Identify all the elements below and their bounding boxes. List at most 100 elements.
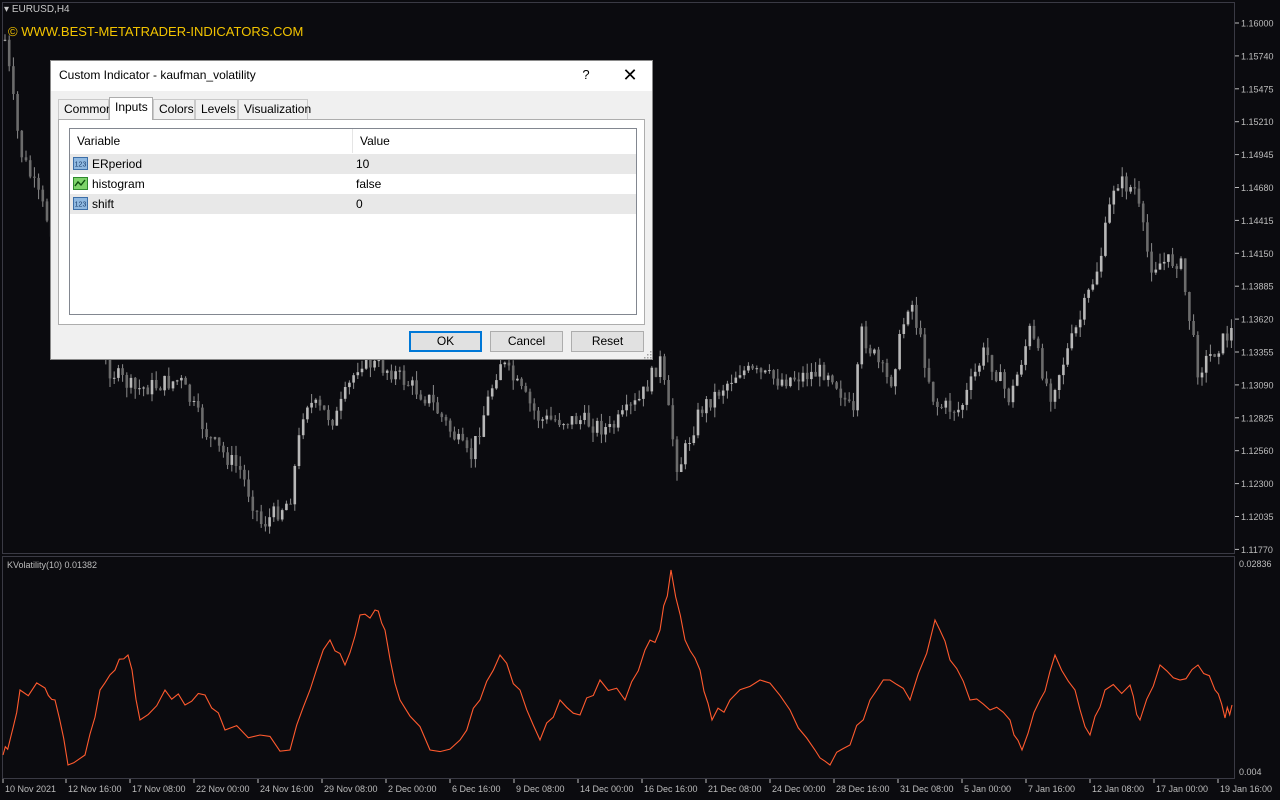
- candle-body: [1183, 258, 1187, 292]
- candle-body: [121, 368, 124, 375]
- candle-body: [415, 380, 418, 395]
- tab-visualization[interactable]: Visualization: [238, 99, 311, 119]
- candle-body: [310, 402, 313, 408]
- tab-common[interactable]: Common: [58, 99, 113, 119]
- candle-body: [457, 433, 460, 440]
- candle-body: [621, 410, 624, 415]
- candle-body: [285, 503, 288, 511]
- ok-button[interactable]: OK: [409, 331, 482, 352]
- candle-body: [835, 382, 838, 389]
- candle-body: [490, 388, 494, 397]
- candle-body: [230, 455, 234, 465]
- time-tick-label: 17 Nov 08:00: [132, 784, 186, 794]
- candle-body: [1213, 354, 1216, 357]
- tab-colors[interactable]: Colors: [153, 99, 195, 119]
- cancel-button[interactable]: Cancel: [490, 331, 563, 352]
- candle-body: [234, 455, 238, 466]
- candle-body: [927, 367, 931, 382]
- candle-body: [293, 466, 297, 505]
- dialog-titlebar[interactable]: Custom Indicator - kaufman_volatility ? …: [51, 61, 652, 91]
- candle-body: [822, 364, 826, 380]
- price-tick-label: 1.14680: [1241, 183, 1274, 193]
- candle-body: [1099, 255, 1103, 272]
- candle-body: [1049, 383, 1053, 402]
- candle-body: [667, 380, 670, 406]
- candle-body: [314, 399, 318, 403]
- price-tick-label: 1.15210: [1241, 117, 1274, 127]
- candle-body: [873, 349, 876, 354]
- time-tick-label: 31 Dec 08:00: [900, 784, 954, 794]
- resize-grip-icon[interactable]: [643, 350, 652, 359]
- candle-body: [373, 360, 376, 368]
- input-row-histogram[interactable]: histogram false: [70, 174, 636, 194]
- candle-body: [831, 375, 834, 383]
- candle-body: [747, 365, 750, 371]
- candle-body: [427, 394, 431, 404]
- tab-levels[interactable]: Levels: [195, 99, 238, 119]
- reset-button[interactable]: Reset: [571, 331, 644, 352]
- candle-body: [402, 370, 406, 385]
- candle-body: [734, 377, 738, 383]
- column-header-variable[interactable]: Variable: [70, 129, 353, 153]
- tab-inputs[interactable]: Inputs: [109, 97, 153, 120]
- candle-body: [12, 66, 15, 94]
- input-row-erperiod[interactable]: 123 ERperiod 10: [70, 154, 636, 174]
- candle-body: [264, 524, 267, 527]
- candle-body: [432, 394, 435, 403]
- candle-body: [1133, 187, 1137, 189]
- candle-body: [1196, 335, 1200, 378]
- candle-body: [45, 201, 49, 221]
- price-tick-label: 1.14945: [1241, 150, 1274, 160]
- candle-body: [524, 386, 528, 392]
- candle-body: [902, 324, 906, 334]
- help-button[interactable]: ?: [582, 67, 590, 82]
- candle-body: [1087, 289, 1090, 298]
- candle-body: [852, 401, 855, 411]
- column-header-value[interactable]: Value: [360, 134, 390, 148]
- candle-body: [633, 400, 637, 405]
- candle-body: [1150, 251, 1153, 273]
- candle-body: [721, 390, 725, 396]
- time-axis: 10 Nov 2021 12 Nov 16:00 17 Nov 08:00 22 No…: [2, 779, 1272, 794]
- candle-body: [150, 380, 154, 395]
- candle-body: [360, 368, 364, 373]
- candle-body: [780, 379, 784, 386]
- candle-body: [112, 377, 116, 379]
- candle-body: [759, 368, 763, 373]
- price-tick-label: 1.13620: [1241, 315, 1274, 325]
- time-tick-label: 28 Dec 16:00: [836, 784, 890, 794]
- candle-body: [1062, 364, 1065, 376]
- candle-body: [860, 326, 864, 365]
- candle-body: [1175, 266, 1179, 269]
- candle-body: [1116, 188, 1120, 191]
- candle-body: [688, 443, 691, 444]
- input-value[interactable]: false: [356, 177, 382, 191]
- candle-body: [335, 410, 339, 426]
- input-value[interactable]: 0: [356, 197, 363, 211]
- candle-body: [180, 377, 183, 381]
- input-row-shift[interactable]: 123 shift 0: [70, 194, 636, 214]
- candle-body: [789, 377, 792, 387]
- candle-body: [343, 387, 347, 399]
- input-value[interactable]: 10: [356, 157, 370, 171]
- candle-body: [1204, 355, 1208, 373]
- close-icon[interactable]: ✕: [622, 65, 638, 85]
- candle-body: [583, 412, 586, 420]
- candle-body: [684, 443, 687, 465]
- candle-body: [772, 370, 775, 379]
- candle-body: [331, 419, 334, 426]
- candle-body: [516, 378, 519, 381]
- candle-body: [784, 379, 788, 387]
- candle-body: [969, 376, 973, 390]
- candle-body: [692, 435, 696, 443]
- number-icon: 123: [73, 157, 88, 170]
- collapse-triangle-icon[interactable]: ▾: [4, 4, 10, 15]
- price-tick-label: 1.14415: [1241, 216, 1274, 226]
- candle-body: [499, 364, 502, 381]
- candle-body: [898, 334, 901, 370]
- candle-body: [839, 388, 843, 398]
- input-variable-name: histogram: [92, 177, 145, 191]
- candle-body: [495, 380, 498, 389]
- candle-body: [381, 360, 385, 373]
